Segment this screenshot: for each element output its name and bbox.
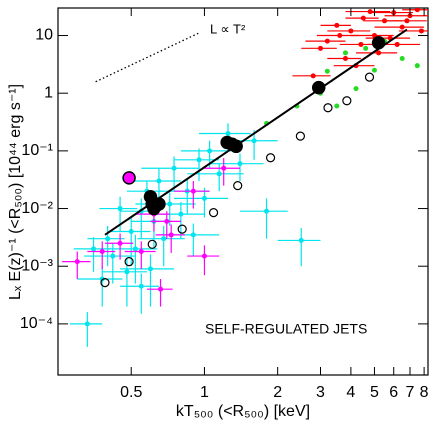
annotation: L ∝ T² xyxy=(210,21,246,36)
point xyxy=(117,206,123,212)
point xyxy=(353,86,359,92)
point xyxy=(164,218,170,224)
point xyxy=(363,45,369,51)
point xyxy=(414,8,420,13)
point xyxy=(399,24,405,30)
point xyxy=(414,63,420,69)
point xyxy=(124,257,134,267)
x-tick-label: 4 xyxy=(346,384,355,401)
point xyxy=(147,239,157,249)
point xyxy=(324,38,330,44)
y-tick-label: 10⁻⁴ xyxy=(20,315,53,332)
point xyxy=(161,236,167,242)
point xyxy=(110,253,116,259)
point xyxy=(117,240,123,246)
point xyxy=(334,22,340,28)
point xyxy=(310,73,316,79)
point xyxy=(367,9,373,15)
x-tick-label: 8 xyxy=(420,384,429,401)
plot-area xyxy=(62,8,428,347)
point xyxy=(208,208,219,218)
y-tick-label: 10⁻¹ xyxy=(21,142,53,159)
point xyxy=(317,45,323,51)
point xyxy=(360,15,366,21)
plot-frame xyxy=(57,7,429,376)
point xyxy=(376,50,382,56)
x-tick-label: 3 xyxy=(316,384,325,401)
x-tick-label: 7 xyxy=(406,384,415,401)
point xyxy=(394,41,400,47)
point xyxy=(323,103,333,113)
point xyxy=(418,28,424,34)
y-tick-label: 10 xyxy=(35,27,53,44)
point xyxy=(177,224,187,234)
y-tick-label: 10⁻² xyxy=(21,200,53,217)
point xyxy=(122,171,136,185)
point xyxy=(167,201,173,207)
point xyxy=(364,72,375,82)
annotation: SELF-REGULATED JETS xyxy=(205,321,367,337)
point xyxy=(190,232,196,238)
point xyxy=(91,246,97,252)
point xyxy=(265,153,276,163)
x-tick-label: 5 xyxy=(370,384,379,401)
point xyxy=(324,68,330,74)
point xyxy=(99,248,105,254)
point xyxy=(138,283,144,289)
point xyxy=(399,55,405,61)
point xyxy=(264,208,270,214)
point xyxy=(196,157,202,163)
x-tick-label: 2 xyxy=(273,384,282,401)
point xyxy=(138,248,144,254)
y-tick-label: 10⁻³ xyxy=(21,257,53,274)
point xyxy=(207,148,213,154)
fit-line xyxy=(104,28,408,236)
point xyxy=(147,266,153,272)
point xyxy=(334,103,340,109)
x-axis-label: kT₅₀₀ (<R₅₀₀) [keV] xyxy=(176,403,310,420)
point xyxy=(358,41,364,47)
x-tick-label: 1 xyxy=(200,384,209,401)
point xyxy=(100,278,110,288)
point xyxy=(298,237,304,243)
point xyxy=(178,211,184,217)
point xyxy=(156,178,162,184)
point xyxy=(128,228,134,234)
point xyxy=(105,236,111,242)
x-tick-label: 6 xyxy=(389,384,398,401)
point xyxy=(124,269,130,275)
point xyxy=(171,165,177,171)
point xyxy=(233,180,243,191)
point xyxy=(371,67,377,73)
x-tick-label: 0.5 xyxy=(120,384,142,401)
point xyxy=(295,131,305,141)
point xyxy=(225,131,231,137)
point xyxy=(251,138,257,144)
point xyxy=(337,33,343,39)
point xyxy=(237,161,243,167)
point xyxy=(201,195,207,201)
point xyxy=(84,321,90,327)
point xyxy=(216,171,222,177)
point xyxy=(158,286,164,292)
point xyxy=(201,253,207,259)
y-tick-label: 1 xyxy=(44,84,53,101)
y-axis-label: Lₓ E(z)⁻¹ (<R₅₀₀) [10⁴⁴ erg s⁻¹] xyxy=(7,84,24,300)
point xyxy=(348,28,354,34)
point xyxy=(221,165,227,171)
point xyxy=(190,188,196,194)
point xyxy=(342,96,352,106)
point xyxy=(342,55,348,61)
point xyxy=(168,232,174,238)
point xyxy=(342,50,348,56)
point xyxy=(74,259,80,265)
point xyxy=(132,246,138,252)
point xyxy=(404,18,410,24)
reference-line xyxy=(95,32,200,83)
